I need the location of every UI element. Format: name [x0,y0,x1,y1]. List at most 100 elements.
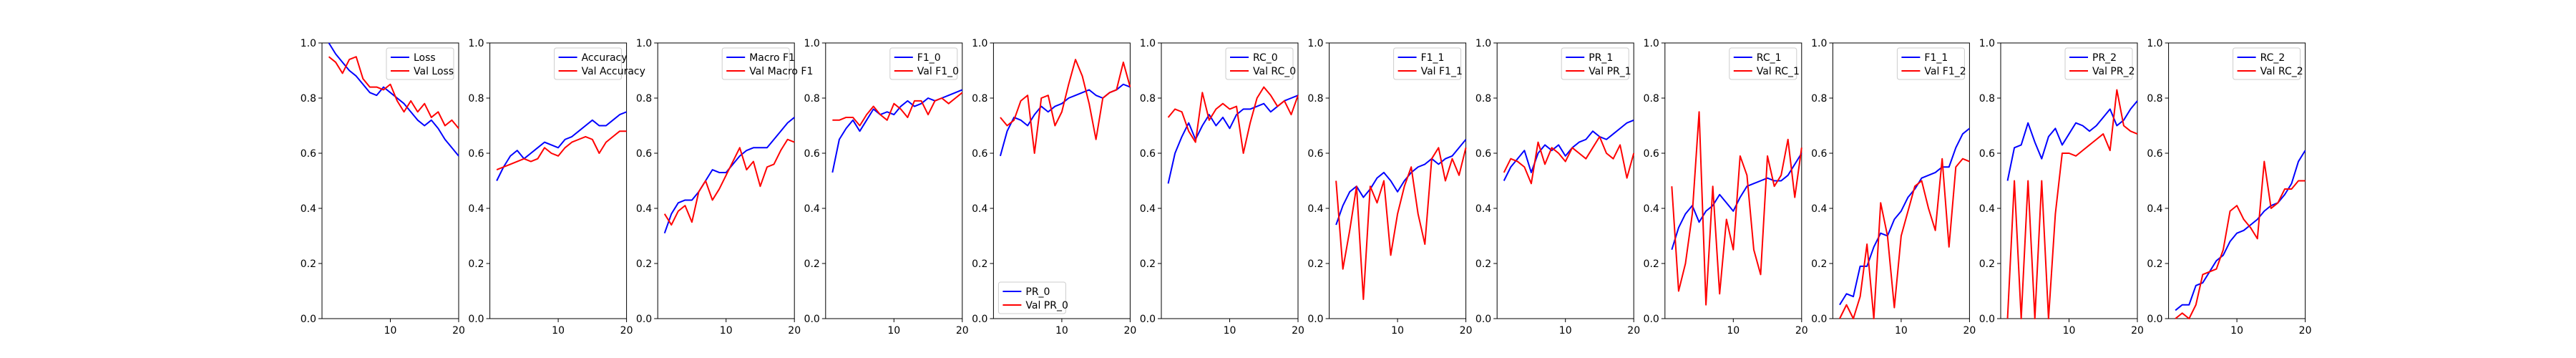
x-tick-label: 20 [1627,325,1640,337]
series-line-val-rc-2 [2175,160,2306,319]
y-tick-label: 0.6 [2147,148,2162,160]
axes-frame [657,42,795,319]
legend-label: Val RC_2 [2260,66,2303,77]
axes-frame [1329,42,1467,319]
y-tick-label: 0.8 [301,93,316,105]
x-tick-label: 20 [1795,325,1808,337]
y-tick-label: 0.4 [1644,203,1659,215]
x-tick-label: 10 [1055,325,1068,337]
legend-label: Val Accuracy [582,66,645,77]
y-tick-label: 0.8 [1475,93,1491,105]
y-tick-label: 0.0 [1811,314,1827,325]
y-tick-label: 0.6 [1475,148,1491,160]
x-tick-label: 10 [384,325,397,337]
y-tick-label: 0.4 [804,203,820,215]
axes-frame [489,42,628,319]
legend-label: RC_1 [1757,52,1782,64]
y-tick-label: 0.8 [972,93,987,105]
x-tick-label: 10 [2063,325,2076,337]
axes-frame [321,42,459,319]
legend-label: PR_0 [1025,286,1050,298]
x-tick-label: 10 [1559,325,1572,337]
y-tick-label: 0.2 [1979,258,1995,270]
y-tick-label: 1.0 [636,38,652,49]
y-tick-label: 0.4 [1307,203,1323,215]
y-tick-label: 0.6 [1307,148,1323,160]
y-tick-label: 0.8 [1307,93,1323,105]
legend-label: Loss [414,52,436,64]
x-tick-label: 10 [1391,325,1404,337]
legend-label: F1_0 [917,52,941,64]
legend-label: Macro F1 [749,52,795,64]
y-tick-label: 1.0 [468,38,484,49]
legend-label: Val PR_1 [1589,66,1631,77]
y-tick-label: 0.2 [2147,258,2162,270]
y-tick-label: 0.6 [1644,148,1659,160]
subplot-7: 0.0 0.2 0.4 0.6 0.8 1.0 10 20 F1_1 Val F1_1 [1307,38,1472,337]
y-tick-label: 0.4 [1475,203,1491,215]
y-tick-label: 0.8 [1140,93,1156,105]
series-line-pr-2 [2006,100,2138,181]
legend: PR_1 Val PR_1 [1561,47,1631,80]
legend-label: PR_2 [2092,52,2117,64]
subplot-12: 0.0 0.2 0.4 0.6 0.8 1.0 10 20 RC_2 Val RC_2 [2147,38,2311,337]
subplot-11: 0.0 0.2 0.4 0.6 0.8 1.0 10 20 PR_2 Val PR_2 [1979,38,2144,337]
legend-label: Val F1_2 [1924,66,1966,77]
legend: Accuracy Val Accuracy [554,47,645,80]
y-tick-label: 0.6 [301,148,316,160]
legend: F1_0 Val F1_0 [889,47,959,80]
series-line-rc-2 [2175,150,2306,311]
legend-label: Val Macro F1 [749,66,813,77]
y-tick-label: 0.6 [636,148,652,160]
x-tick-label: 20 [620,325,633,337]
y-tick-label: 0.0 [2147,314,2162,325]
y-tick-label: 0.2 [1140,258,1156,270]
y-tick-label: 1.0 [1644,38,1659,49]
y-tick-label: 0.6 [1140,148,1156,160]
axes-frame [825,42,963,319]
legend: RC_0 Val RC_0 [1225,47,1296,80]
y-tick-label: 0.2 [1475,258,1491,270]
series-line-val-f1-2 [1839,158,1970,319]
legend-label: Val RC_1 [1757,66,1800,77]
y-tick-label: 0.4 [636,203,652,215]
series-line-val-pr-1 [1503,135,1635,185]
legend-label: F1_1 [1421,52,1445,64]
series-line-val-accuracy [496,130,627,171]
y-tick-label: 1.0 [1811,38,1827,49]
series-line-val-loss [328,56,459,129]
legend-label: Val F1_0 [917,66,959,77]
legend: Loss Val Loss [386,47,454,80]
y-tick-label: 0.2 [1811,258,1827,270]
subplot-8: 0.0 0.2 0.4 0.6 0.8 1.0 10 20 PR_1 Val PR_1 [1475,38,1640,337]
legend: F1_1 Val F1_2 [1896,47,1966,80]
subplot-5: 0.0 0.2 0.4 0.6 0.8 1.0 10 20 PR_0 Val PR_0 [972,38,1136,337]
y-tick-label: 0.8 [804,93,820,105]
y-tick-label: 0.6 [468,148,484,160]
x-tick-label: 10 [887,325,900,337]
subplot-1: 0.0 0.2 0.4 0.6 0.8 1.0 10 20 Loss Val Loss [301,38,465,337]
legend-label: Val PR_2 [2092,66,2135,77]
y-tick-label: 0.6 [1979,148,1995,160]
legend-label: Accuracy [582,52,628,64]
legend-label: Val RC_0 [1253,66,1296,77]
legend: Macro F1 Val Macro F1 [721,47,813,80]
y-tick-label: 1.0 [972,38,987,49]
y-tick-label: 0.0 [1979,314,1995,325]
y-tick-label: 0.8 [636,93,652,105]
axes-frame [1496,42,1634,319]
x-tick-label: 20 [452,325,465,337]
axes-frame [2000,42,2138,319]
legend-label: Val F1_1 [1421,66,1463,77]
y-tick-label: 0.0 [1140,314,1156,325]
y-tick-label: 0.8 [1811,93,1827,105]
axes-frame [2168,42,2306,319]
series-line-f1-1 [1335,139,1467,226]
legend-label: PR_1 [1589,52,1613,64]
y-tick-label: 0.4 [2147,203,2162,215]
y-tick-label: 0.8 [2147,93,2162,105]
x-tick-label: 20 [1292,325,1304,337]
y-tick-label: 0.2 [636,258,652,270]
y-tick-label: 0.2 [1644,258,1659,270]
x-tick-label: 10 [1727,325,1740,337]
